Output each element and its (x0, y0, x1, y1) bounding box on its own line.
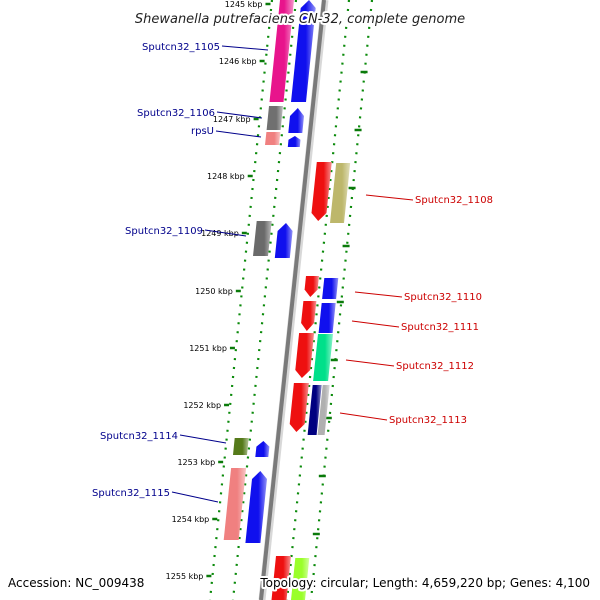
gene-1113-silver[interactable] (317, 385, 330, 435)
kbp-tick-label: 1255 kbp (166, 572, 204, 581)
gene-1105-blue[interactable] (291, 0, 316, 102)
gene-1111-red[interactable] (301, 301, 317, 331)
label-sputcn32-1105[interactable]: Sputcn32_1105 (142, 42, 220, 53)
label-leader-line (345, 359, 395, 367)
kbp-tick-label: 1246 kbp (219, 57, 257, 66)
kbp-ticks: 1245 kbp 1246 kbp 1247 kbp 1248 kbp 1249 kbp… (166, 0, 368, 581)
gene-rpsu-blue[interactable] (287, 136, 301, 147)
label-sputcn32-1106[interactable]: Sputcn32_1106 (137, 108, 215, 119)
label-sputcn32-1115[interactable]: Sputcn32_1115 (92, 488, 170, 499)
gene-1109-blue[interactable] (274, 223, 293, 258)
left-inner-track (231, 0, 298, 600)
label-leader-line (179, 434, 227, 444)
gene-1115-blue[interactable] (245, 471, 267, 543)
left-gene-labels: Sputcn32_1105 Sputcn32_1106 rpsU Sputcn3… (92, 42, 220, 499)
label-leader-line (171, 491, 219, 503)
gene-1109-gray[interactable] (253, 221, 272, 256)
right-outer-track (309, 0, 374, 600)
label-leader-line (204, 229, 247, 237)
accession-label: Accession: NC_009438 (8, 576, 144, 590)
gene-next-red[interactable] (271, 556, 292, 600)
kbp-tick-label: 1245 kbp (225, 0, 263, 9)
gene-1115-salmon[interactable] (223, 468, 247, 540)
genes (223, 0, 351, 600)
kbp-tick-label: 1249 kbp (201, 229, 239, 238)
kbp-tick-label: 1247 kbp (213, 115, 251, 124)
label-leader-line (221, 45, 269, 51)
gene-1110-red[interactable] (304, 276, 319, 297)
label-leader-line (351, 320, 400, 328)
label-leader-line (365, 194, 414, 201)
label-leader-line (216, 111, 263, 119)
kbp-tick-label: 1251 kbp (189, 344, 227, 353)
kbp-tick-label: 1248 kbp (207, 172, 245, 181)
gene-1110-blue[interactable] (322, 278, 339, 299)
right-inner-track (285, 0, 351, 600)
topology-label: Topology: circular; Length: 4,659,220 bp… (259, 576, 590, 590)
gene-1114-blue[interactable] (255, 441, 270, 457)
label-sputcn32-1108[interactable]: Sputcn32_1108 (415, 195, 493, 206)
gene-1108-red[interactable] (311, 162, 332, 221)
gene-rpsu-salmon[interactable] (265, 132, 281, 145)
label-sputcn32-1111[interactable]: Sputcn32_1111 (401, 322, 479, 333)
label-sputcn32-1109[interactable]: Sputcn32_1109 (125, 226, 203, 237)
label-leaders (171, 45, 414, 503)
gene-1111-blue[interactable] (318, 303, 336, 333)
gene-1105-pink[interactable] (269, 0, 295, 102)
kbp-tick-label: 1252 kbp (183, 401, 221, 410)
gene-1114-olive[interactable] (233, 438, 249, 455)
kbp-tick-label: 1250 kbp (195, 287, 233, 296)
gene-next-lime[interactable] (291, 558, 310, 600)
kbp-tick-label: 1254 kbp (172, 515, 210, 524)
label-sputcn32-1113[interactable]: Sputcn32_1113 (389, 415, 467, 426)
gene-1106-gray[interactable] (266, 106, 283, 130)
gene-1112-red[interactable] (295, 333, 315, 378)
left-outer-track (208, 0, 274, 600)
label-sputcn32-1114[interactable]: Sputcn32_1114 (100, 431, 178, 442)
gene-1112-green[interactable] (313, 334, 333, 381)
gene-1113-navy[interactable] (307, 385, 322, 435)
kbp-tick-label: 1253 kbp (177, 458, 215, 467)
label-rpsu[interactable]: rpsU (191, 126, 214, 137)
label-leader-line (339, 412, 388, 421)
label-leader-line (354, 291, 403, 298)
gene-1113-red[interactable] (289, 383, 309, 432)
label-sputcn32-1110[interactable]: Sputcn32_1110 (404, 292, 482, 303)
label-leader-line (215, 130, 262, 138)
label-sputcn32-1112[interactable]: Sputcn32_1112 (396, 361, 474, 372)
gene-1108-khaki[interactable] (330, 163, 351, 223)
right-gene-labels: Sputcn32_1108 Sputcn32_1110 Sputcn32_111… (389, 195, 493, 426)
genome-title: Shewanella putrefaciens CN-32, complete … (135, 12, 465, 27)
genome-backbone (259, 0, 326, 600)
gene-1106-blue[interactable] (288, 108, 304, 133)
